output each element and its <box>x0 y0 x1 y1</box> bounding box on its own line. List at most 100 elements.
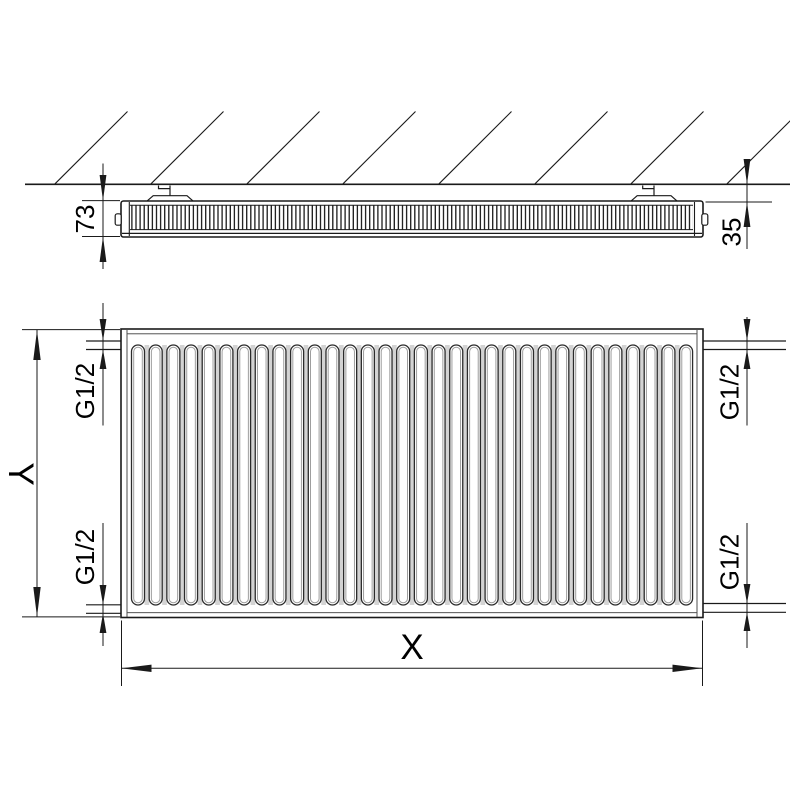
rib-inner-line <box>504 346 515 604</box>
arrowhead <box>99 585 107 605</box>
rib-gap <box>215 345 220 605</box>
rib <box>661 344 676 606</box>
rib <box>678 344 694 606</box>
rib-gap <box>621 345 627 605</box>
rib-inner-line <box>186 346 196 604</box>
rib-gaps <box>144 345 680 605</box>
arrowhead <box>743 584 751 604</box>
rib <box>466 344 482 606</box>
rib <box>625 344 641 606</box>
arrowhead <box>33 330 41 360</box>
wall-bracket-right <box>630 185 678 202</box>
hatch-line <box>534 111 608 185</box>
rib-gap <box>551 345 556 605</box>
arrowhead <box>743 319 751 341</box>
arrowhead <box>743 202 751 227</box>
dim-connection-bottom-right: G1/2 <box>715 523 751 648</box>
arrowhead <box>743 349 751 369</box>
arrowhead <box>99 613 107 633</box>
rib <box>431 344 446 606</box>
dim-width: X <box>121 620 703 686</box>
rib-inner-line <box>628 346 638 604</box>
rib-inner-line <box>274 346 285 604</box>
arrowhead <box>121 664 152 672</box>
rib-gap <box>445 345 450 605</box>
rib-inner-line <box>433 346 444 604</box>
hatch-line <box>246 111 320 185</box>
arrowhead <box>743 612 751 631</box>
dim-depth: 73 <box>70 163 120 269</box>
rib-gap <box>498 345 503 605</box>
rib <box>130 344 146 606</box>
wall-hatching <box>54 111 790 185</box>
rib-inner-line <box>239 346 249 604</box>
rib-gap <box>568 345 574 605</box>
rib-gap <box>338 345 344 605</box>
side-plug-right <box>701 213 709 226</box>
rib-gap <box>285 345 291 605</box>
dim-height-label: Y <box>1 462 40 485</box>
rib-inner-line <box>592 346 603 604</box>
rib-gap <box>374 345 380 605</box>
rib <box>183 344 199 606</box>
extension-lines <box>82 200 120 237</box>
rib <box>307 344 322 606</box>
arrowhead <box>99 349 107 369</box>
extension-lines <box>121 620 703 686</box>
rib-inner-line <box>557 346 568 604</box>
rib <box>219 344 234 606</box>
rib <box>502 344 517 606</box>
connection-label: G1/2 <box>715 364 745 420</box>
rib <box>325 344 340 606</box>
rib-inner-line <box>610 346 621 604</box>
rib-inner-line <box>681 346 691 604</box>
rib-gap <box>162 345 167 605</box>
rib-gap <box>657 345 662 605</box>
rib <box>484 344 499 606</box>
rib-gap <box>604 345 609 605</box>
hatch-line <box>438 111 512 185</box>
arrowhead <box>99 236 107 262</box>
dim-depth-label: 73 <box>70 205 100 234</box>
rib-gap <box>197 345 203 605</box>
rib-inner-line <box>310 346 320 604</box>
rib <box>608 344 623 606</box>
rib-gap <box>674 345 680 605</box>
rib-inner-line <box>363 346 373 604</box>
rib-inner-line <box>327 346 338 604</box>
rib <box>272 344 287 606</box>
rib-inner-line <box>203 346 214 604</box>
rib <box>148 344 163 606</box>
arrowhead <box>99 175 107 201</box>
rib <box>201 344 216 606</box>
rib <box>413 344 429 606</box>
arrowhead <box>33 587 41 617</box>
rib-inner-line <box>575 346 585 604</box>
hatch-line <box>150 111 224 185</box>
rib <box>360 344 375 606</box>
rib-inner-line <box>469 346 479 604</box>
end-cap-dividers <box>128 202 696 236</box>
radiator-front-view <box>86 328 786 619</box>
rib-inner-line <box>221 346 232 604</box>
hatch-line <box>342 111 416 185</box>
rib <box>289 344 305 606</box>
rib-gap <box>356 345 362 605</box>
rib-gap <box>144 345 150 605</box>
rib-gap <box>250 345 256 605</box>
dim-width-label: X <box>400 628 423 667</box>
rib <box>519 344 535 606</box>
rib <box>236 344 252 606</box>
rib-gap <box>639 345 645 605</box>
rib <box>166 344 181 606</box>
rib-gap <box>427 345 433 605</box>
rib <box>537 344 552 606</box>
rib <box>572 344 588 606</box>
fin-boundary-lines <box>130 204 693 231</box>
rib-gap <box>409 345 415 605</box>
rib <box>254 344 269 606</box>
arrowhead <box>743 159 751 185</box>
rib-inner-line <box>539 346 550 604</box>
